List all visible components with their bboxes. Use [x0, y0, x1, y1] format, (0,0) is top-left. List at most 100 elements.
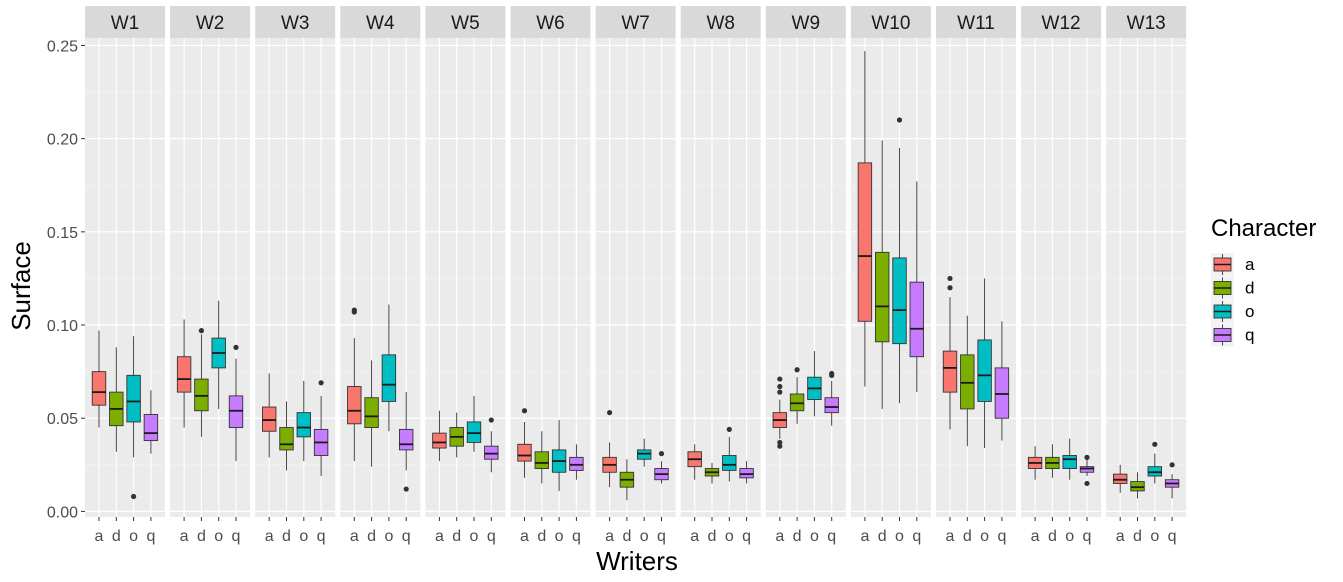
x-tick-label: q — [657, 528, 666, 545]
facet-strip — [340, 6, 421, 38]
panel-background — [765, 38, 846, 517]
box-q — [1079, 466, 1095, 473]
box-q — [909, 281, 924, 358]
outlier-point — [403, 486, 409, 492]
outlier-point — [607, 410, 613, 416]
box-d — [534, 451, 549, 469]
facet-label: W7 — [621, 13, 650, 34]
facet-strip — [595, 6, 676, 38]
x-tick-label: d — [452, 528, 461, 545]
box-a — [91, 371, 107, 406]
box-o — [1147, 466, 1163, 477]
outlier-point — [131, 493, 137, 500]
outlier-point — [1084, 454, 1090, 460]
x-tick-label: a — [860, 528, 869, 545]
box-d — [789, 393, 805, 412]
box-o — [892, 257, 907, 345]
x-tick-label: q — [997, 528, 1006, 545]
panel-background — [595, 38, 676, 517]
x-tick-label: q — [232, 528, 241, 545]
x-tick-label: a — [946, 528, 955, 545]
legend-label: d — [1245, 279, 1254, 298]
box-q — [994, 367, 1010, 419]
box-o — [296, 412, 311, 438]
box-a — [176, 356, 192, 393]
x-tick-label: d — [1048, 528, 1057, 545]
outlier-point — [777, 383, 783, 390]
outlier-point — [777, 376, 783, 382]
x-tick-label: o — [214, 528, 223, 545]
box-o — [977, 339, 992, 402]
outlier-point — [1152, 441, 1158, 447]
panel-background — [85, 38, 165, 517]
outlier-point — [777, 439, 783, 446]
y-tick-label: 0.25 — [47, 38, 78, 55]
y-tick-label: 0.10 — [47, 318, 78, 335]
x-tick-label: a — [265, 528, 274, 545]
box-d — [1130, 481, 1145, 492]
outlier-point — [318, 380, 324, 386]
x-tick-label: a — [775, 528, 784, 545]
box-q — [143, 414, 159, 442]
box-q — [739, 468, 754, 479]
x-tick-label: o — [1065, 528, 1074, 545]
box-q — [228, 395, 244, 428]
legend-title: Character — [1211, 215, 1316, 242]
facet-label: W11 — [957, 13, 995, 34]
box-o — [637, 449, 652, 460]
x-tick-label: a — [690, 528, 699, 545]
box-a — [347, 386, 362, 425]
facet-strip — [85, 6, 165, 38]
outlier-point — [896, 117, 903, 123]
x-tick-label: o — [129, 528, 138, 545]
box-q — [569, 456, 584, 471]
x-tick-label: o — [725, 528, 734, 545]
box-o — [722, 455, 737, 471]
box-a — [432, 432, 447, 449]
box-a — [517, 443, 532, 462]
x-tick-label: o — [470, 528, 479, 545]
x-axis-title: Writers — [596, 546, 678, 576]
y-tick-label: 0.15 — [47, 225, 78, 242]
facet-label: W13 — [1127, 13, 1166, 34]
outlier-point — [198, 328, 204, 334]
facet-strip — [425, 6, 506, 38]
x-tick-label: d — [367, 528, 376, 545]
x-tick-label: q — [146, 528, 155, 545]
x-tick-label: o — [810, 528, 819, 545]
facet-label: W2 — [196, 13, 225, 34]
facet-label: W10 — [871, 13, 910, 34]
outlier-point — [521, 408, 528, 414]
x-tick-label: q — [912, 528, 921, 545]
facet-strip — [1106, 6, 1187, 38]
x-tick-label: q — [742, 528, 751, 545]
box-d — [279, 427, 294, 451]
x-tick-label: d — [622, 528, 631, 545]
facet-label: W5 — [451, 13, 480, 34]
box-a — [262, 406, 277, 432]
box-o — [1062, 455, 1077, 469]
box-d — [364, 397, 379, 428]
facet-label: W3 — [281, 13, 310, 34]
x-tick-label: q — [317, 528, 326, 545]
x-tick-label: a — [1031, 528, 1040, 545]
x-tick-label: o — [980, 528, 989, 545]
x-tick-label: a — [435, 528, 444, 545]
outlier-point — [1084, 480, 1090, 487]
x-tick-label: d — [708, 528, 717, 545]
facet-label: W9 — [792, 13, 821, 34]
facet-strip — [255, 6, 336, 38]
box-d — [960, 354, 975, 410]
panel-background — [170, 38, 251, 517]
x-tick-label: a — [520, 528, 529, 545]
x-tick-label: o — [384, 528, 393, 545]
legend-label: q — [1245, 326, 1254, 345]
x-tick-label: d — [112, 528, 121, 545]
x-tick-label: a — [350, 528, 359, 545]
y-tick-label: 0.05 — [47, 411, 78, 428]
box-q — [484, 445, 499, 460]
y-tick-label: 0.00 — [47, 504, 78, 521]
outlier-point — [351, 307, 357, 313]
outlier-point — [829, 370, 835, 377]
